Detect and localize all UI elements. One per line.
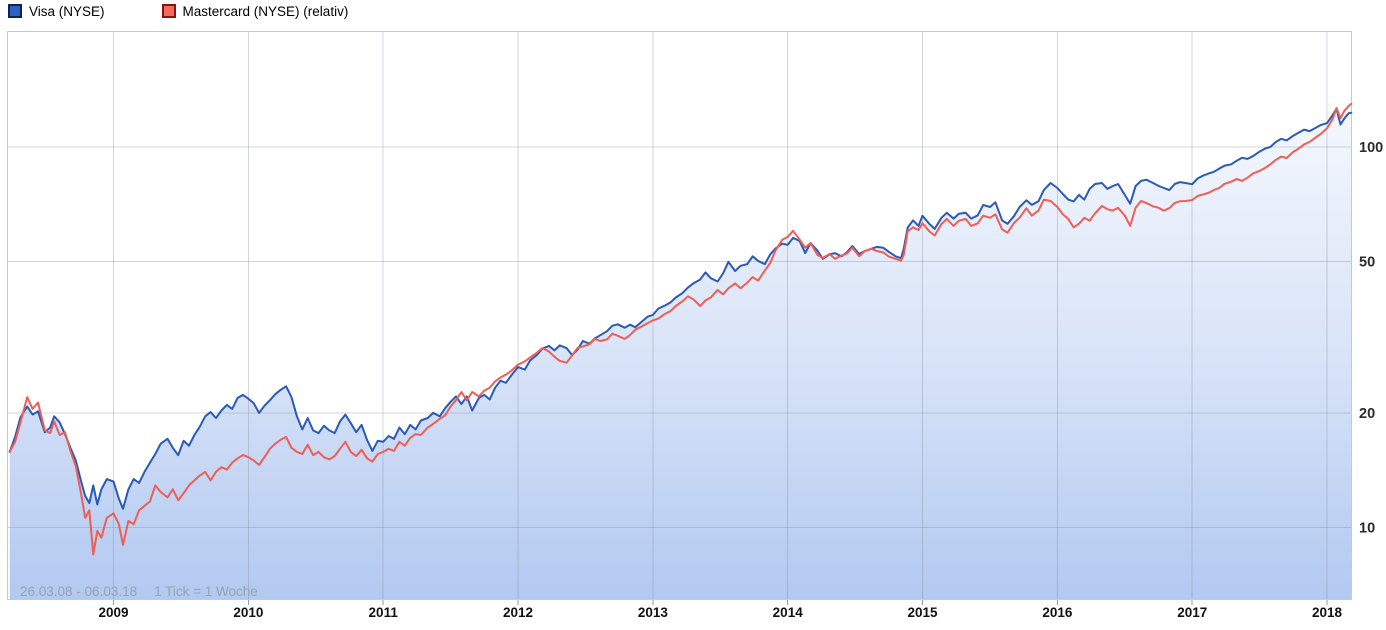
chart-caption: 26.03.08 - 06.03.18 1 Tick = 1 Woche xyxy=(20,584,258,599)
chart-legend: Visa (NYSE) Mastercard (NYSE) (relativ) xyxy=(8,3,348,19)
y-axis-label-10: 10 xyxy=(1359,521,1375,537)
date-range-label: 26.03.08 - 06.03.18 xyxy=(20,584,138,599)
x-axis-label-2013: 2013 xyxy=(638,605,669,620)
legend-label-mastercard: Mastercard (NYSE) (relativ) xyxy=(182,3,349,19)
mastercard-line xyxy=(8,102,1353,556)
x-axis-label-2014: 2014 xyxy=(773,605,804,620)
x-axis-label-2018: 2018 xyxy=(1312,605,1343,620)
gridlines xyxy=(7,31,1352,600)
visa-series-swatch-icon xyxy=(8,4,22,18)
legend-label-visa: Visa (NYSE) xyxy=(29,3,105,19)
x-axis-label-2015: 2015 xyxy=(908,605,939,620)
x-axis-label-2016: 2016 xyxy=(1042,605,1073,620)
plot-border xyxy=(7,31,1352,600)
x-axis-label-2010: 2010 xyxy=(233,605,263,620)
legend-item-visa: Visa (NYSE) xyxy=(8,4,105,19)
y-axis-labels: 10 20 50 100 xyxy=(1359,140,1383,537)
x-axis-label-2012: 2012 xyxy=(503,605,533,620)
tick-interval-label: 1 Tick = 1 Woche xyxy=(154,584,258,599)
x-axis-label-2009: 2009 xyxy=(98,605,128,620)
axis-ticks xyxy=(113,600,1328,605)
visa-area-fill xyxy=(9,108,1352,600)
mastercard-series-swatch-icon xyxy=(161,4,176,18)
y-axis-label-20: 20 xyxy=(1359,406,1375,422)
x-axis-label-2017: 2017 xyxy=(1177,605,1207,620)
x-axis-label-2011: 2011 xyxy=(369,605,399,620)
legend-item-mastercard: Mastercard (NYSE) (relativ) xyxy=(161,3,349,19)
y-axis-label-50: 50 xyxy=(1359,254,1375,270)
y-axis-label-100: 100 xyxy=(1359,140,1383,156)
visa-line xyxy=(8,107,1353,510)
x-axis-labels: 2009 2010 2011 2012 2013 2014 2015 2016 2017 2018 xyxy=(98,605,1342,620)
